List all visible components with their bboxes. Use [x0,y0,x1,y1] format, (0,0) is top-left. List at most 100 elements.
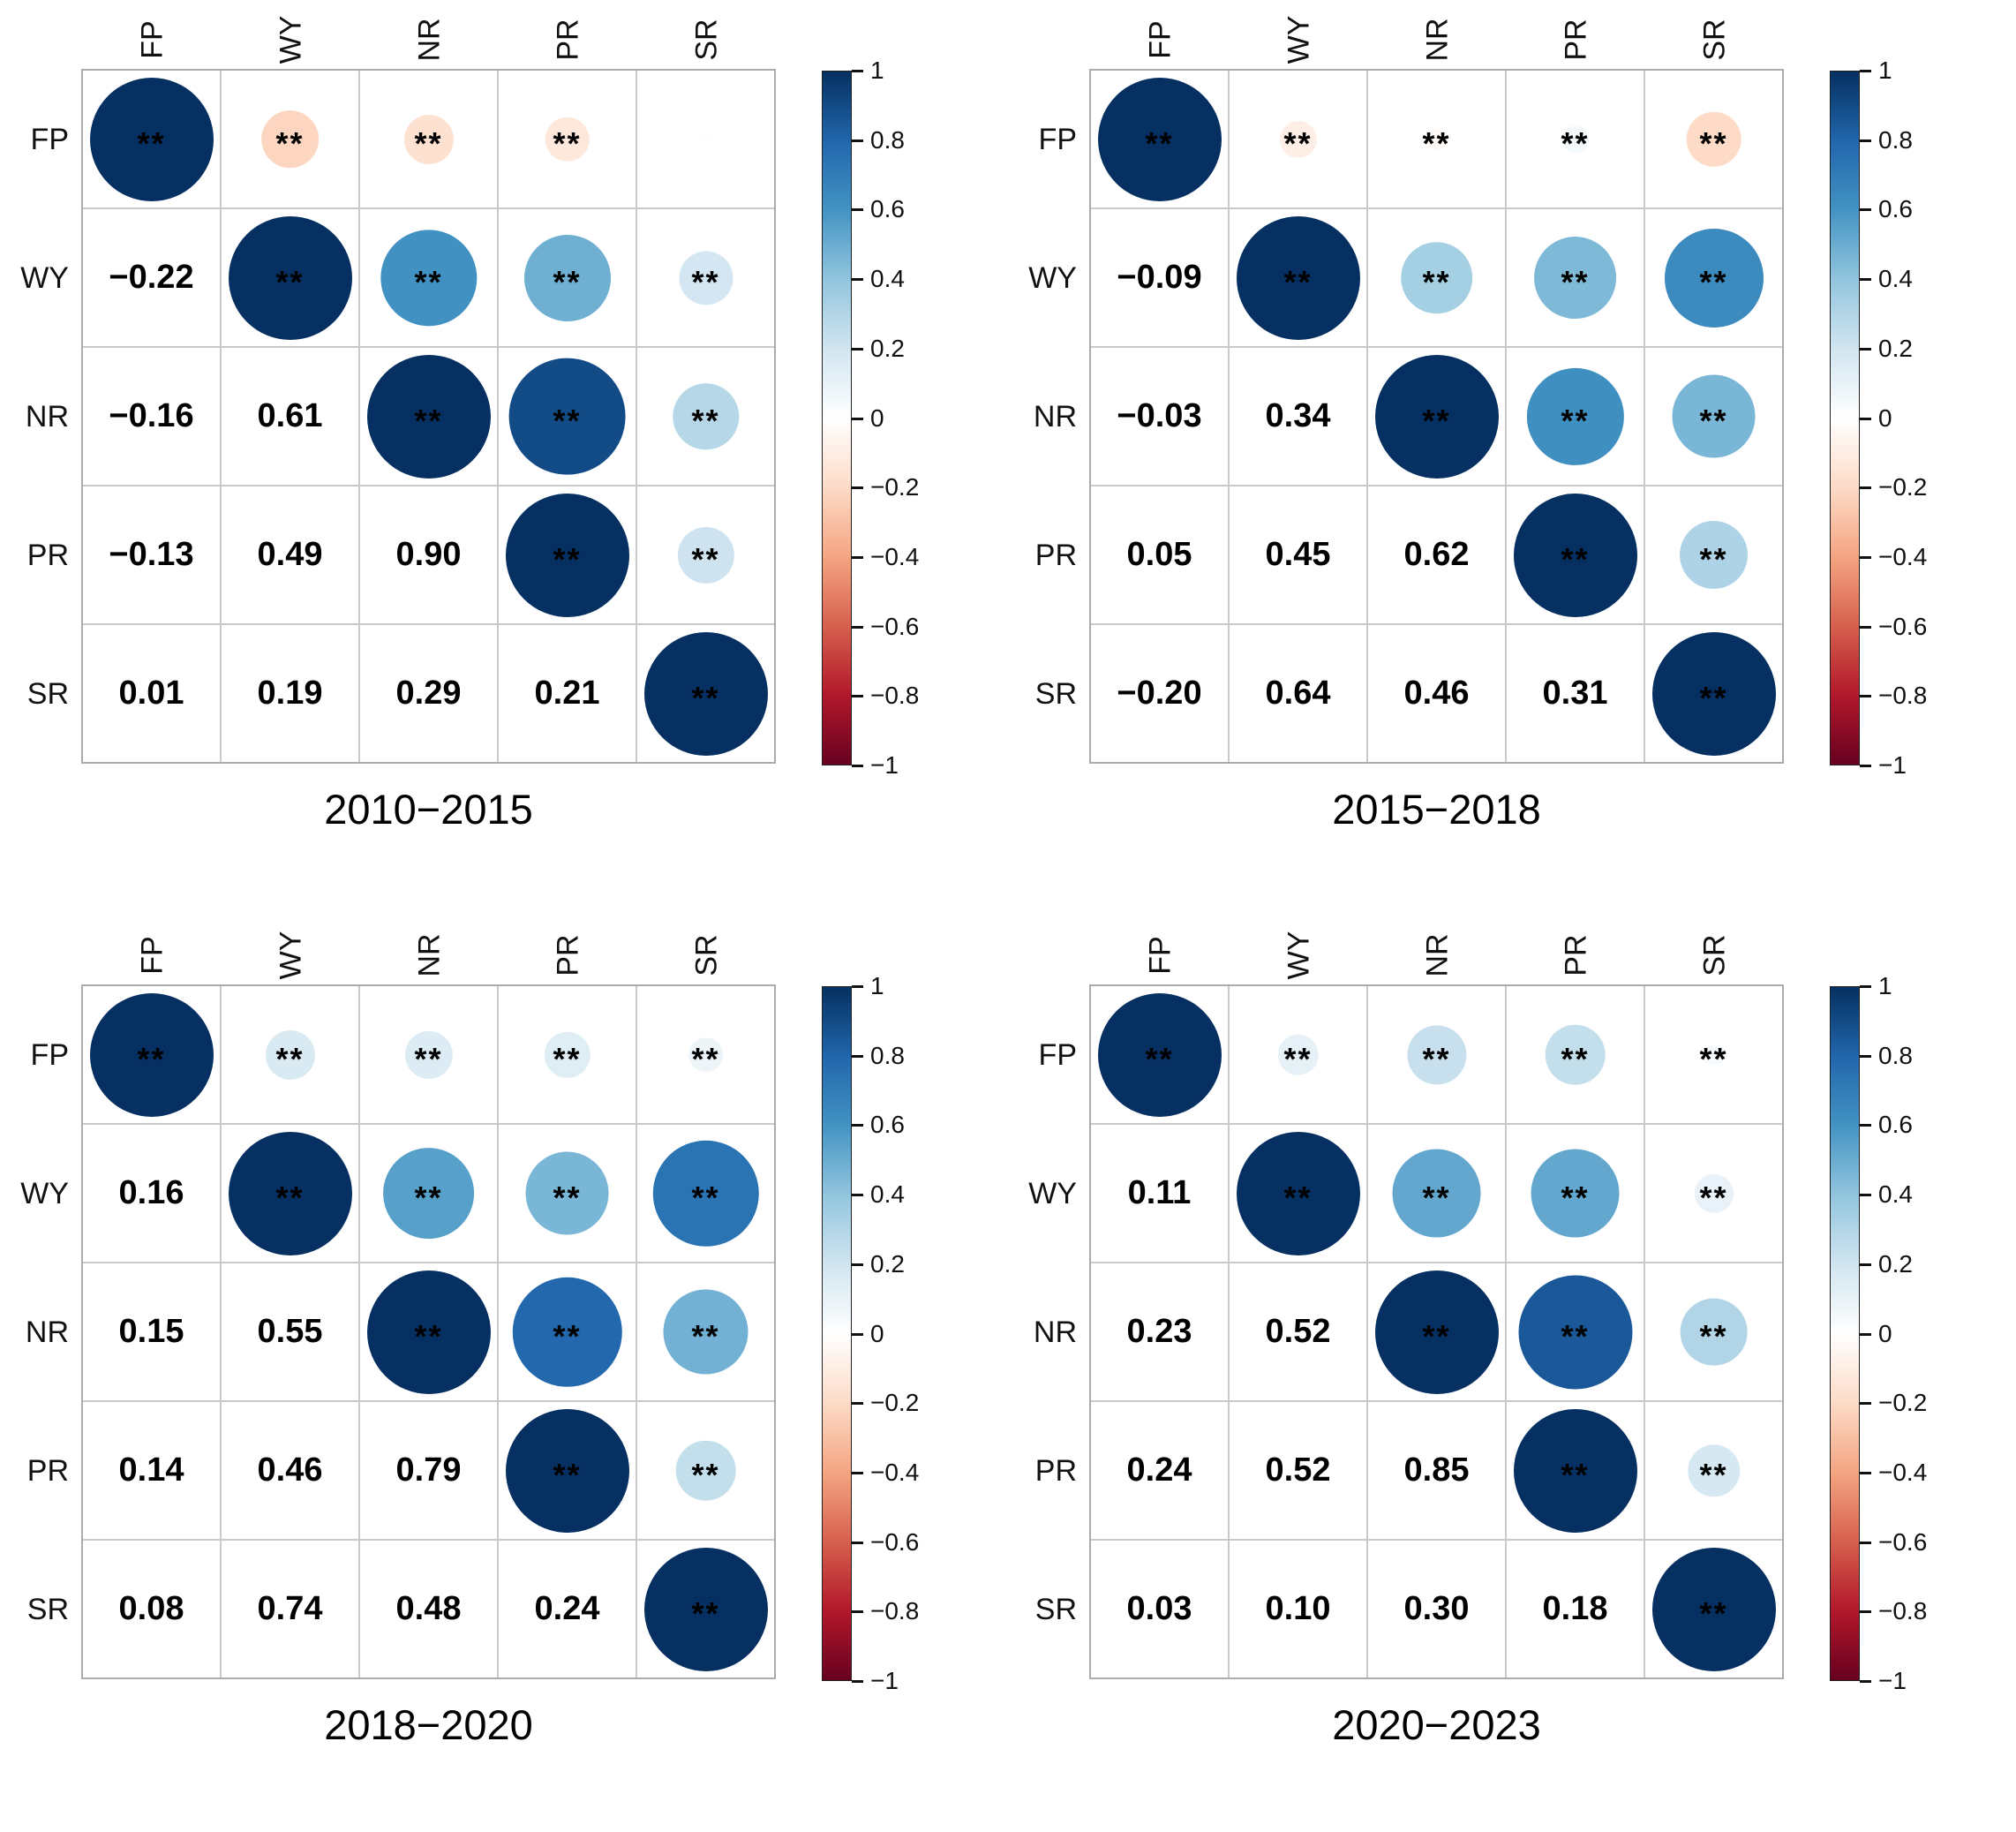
colorbar-tick [852,486,863,490]
significance-stars: ** [1699,540,1728,577]
corr-circle [678,250,733,305]
colorbar-tick-label: −0.8 [1878,682,1928,710]
corr-cell-sr-sr: ** [637,625,774,762]
correlation-grid: ** ** ** ** ** 0.16 ** ** ** ** 0.15 0.55 ** ** ** 0.14… [81,984,776,1679]
corr-cell-wy-sr: ** [637,1125,774,1262]
colorbar-tick [852,1471,863,1474]
row-labels: FP WY NR PR SR [14,69,81,764]
column-label-text: WY [1282,931,1316,980]
corr-cell-wy-wy: ** [222,1125,358,1262]
corr-cell-sr-wy: 0.74 [222,1541,358,1677]
column-label-text: FP [1143,936,1177,975]
significance-stars: ** [1699,1040,1728,1077]
colorbar-tick-label: 1 [870,972,884,999]
column-label-text: FP [1143,20,1177,59]
corr-circle [663,1289,748,1375]
corr-value: 0.01 [118,675,184,712]
corr-circle [1517,1274,1633,1390]
corr-circle [652,1140,759,1247]
corr-circle [1277,1034,1319,1075]
colorbar-tick [1860,70,1871,72]
row-label-nr: NR [25,400,69,433]
significance-stars: ** [1699,124,1728,162]
corr-circle [1680,1298,1748,1366]
significance-stars: ** [1283,124,1313,162]
correlation-grid: ** ** ** ** −0.22 ** ** ** ** −0.16 0.61 ** ** ** −0.1… [81,69,776,764]
colorbar-tick-label: 0.2 [1878,1249,1913,1278]
corr-circle [643,631,768,756]
significance-stars: ** [1283,1179,1313,1216]
colorbar-tick-label: −0.4 [1878,542,1928,570]
significance-stars: ** [1561,1317,1590,1354]
colorbar-tick [852,765,863,767]
corrplot-panel: FP WY NR PR SR FP WY NR PR SR ** ** ** ** ** 0.11 ** ** **… [1008,916,2016,1832]
colorbar: 1 0.8 0.6 0.4 0.2 0 −0.2 −0.4 −0.6 −0.8 −1 [822,57,919,779]
panel-title: 2015−2018 [1332,786,1541,833]
corr-cell-pr-sr: ** [637,486,774,623]
significance-stars: ** [691,1179,720,1216]
corr-cell-nr-pr: ** [1507,348,1644,485]
significance-stars: ** [414,1040,443,1077]
corr-value: 0.05 [1126,536,1192,573]
colorbar-tick-label: 0.2 [870,334,905,362]
column-labels: FP WY NR PR SR [1089,5,2016,69]
colorbar-tick [1860,985,1871,988]
significance-stars: ** [275,124,305,162]
colorbar-tick [1860,1402,1871,1406]
column-label-text: WY [274,15,308,64]
colorbar-tick-label: 1 [1878,972,1892,999]
significance-stars: ** [1699,1179,1728,1216]
corr-cell-wy-pr: ** [499,1125,636,1262]
corr-circle [1533,236,1617,320]
corr-cell-pr-nr: 0.90 [360,486,497,623]
significance-stars: ** [691,1595,720,1632]
corr-cell-sr-sr: ** [1645,1541,1782,1677]
corr-cell-wy-nr: ** [360,209,497,346]
significance-stars: ** [1561,263,1590,300]
corr-cell-nr-sr: ** [637,1263,774,1400]
colorbar-tick-label: 0.8 [870,1041,905,1069]
corr-cell-fp-sr: ** [1645,986,1782,1123]
colorbar-tick-label: −0.8 [870,682,920,710]
colorbar-tick-label: −0.8 [870,1597,920,1625]
significance-stars: ** [1561,1179,1590,1216]
corr-circle [1236,215,1360,340]
significance-stars: ** [1422,1179,1451,1216]
colorbar-tick [1860,1610,1871,1614]
corr-cell-nr-nr: ** [360,1263,497,1400]
column-labels: FP WY NR PR SR [81,5,1008,69]
corr-cell-wy-wy: ** [1230,1125,1366,1262]
column-labels: FP WY NR PR SR [1089,921,2016,984]
corr-value: 0.30 [1403,1590,1470,1627]
colorbar-tick-label: −0.4 [870,542,920,570]
column-label-text: NR [1420,18,1455,62]
significance-stars: ** [275,263,305,300]
significance-stars: ** [553,1040,582,1077]
corr-circle [545,117,590,162]
row-label-sr: SR [26,1593,69,1626]
corr-cell-wy-nr: ** [360,1125,497,1262]
corr-circle [1425,128,1448,150]
corr-cell-nr-fp: 0.23 [1091,1263,1228,1400]
corr-cell-wy-pr: ** [1507,1125,1644,1262]
corr-cell-pr-nr: 0.79 [360,1402,497,1539]
colorbar-tick [1860,555,1871,559]
significance-stars: ** [553,124,582,162]
significance-stars: ** [1422,1317,1451,1354]
colorbar-tick [852,208,863,212]
corr-circle [1686,111,1741,167]
corr-cell-sr-pr: 0.21 [499,625,636,762]
corr-cell-sr-fp: 0.03 [1091,1541,1228,1677]
corr-cell-wy-sr: ** [637,209,774,346]
colorbar-tick-label: 0.8 [1878,125,1913,154]
colorbar-tick [1860,1263,1871,1266]
column-label-sr: SR [1645,5,1784,69]
corr-value: −0.22 [109,259,194,296]
colorbar-tick [1860,1332,1871,1336]
corr-cell-sr-fp: −0.20 [1091,625,1228,762]
colorbar-tick-label: 0.6 [870,195,905,223]
significance-stars: ** [1145,124,1174,162]
corr-cell-wy-nr: ** [1368,1125,1505,1262]
row-label-wy: WY [1028,1177,1077,1210]
corr-cell-nr-sr: ** [1645,348,1782,485]
